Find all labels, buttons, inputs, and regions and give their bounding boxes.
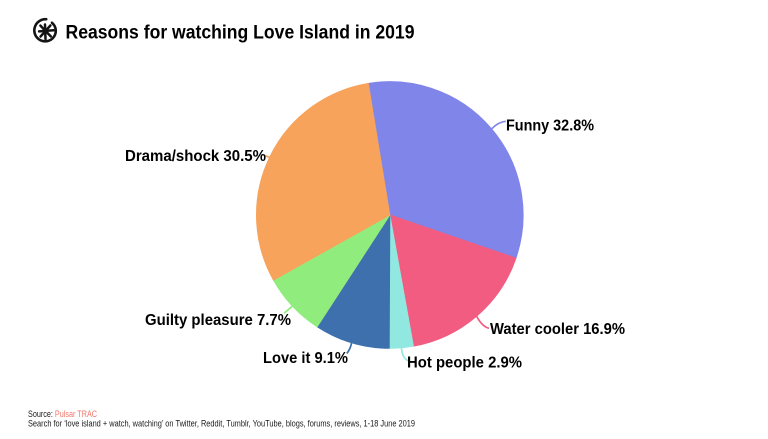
svg-text:Love it 9.1%: Love it 9.1% (263, 350, 348, 367)
svg-text:Reasons for watching Love Isla: Reasons for watching Love Island in 2019 (66, 22, 415, 43)
svg-text:Search for ‘love island + watc: Search for ‘love island + watch, watchin… (28, 419, 415, 429)
svg-text:Hot people 2.9%: Hot people 2.9% (407, 355, 522, 372)
svg-text:Source: Pulsar TRAC: Source: Pulsar TRAC (28, 409, 98, 419)
svg-text:Water cooler 16.9%: Water cooler 16.9% (490, 321, 625, 338)
svg-text:Guilty pleasure 7.7%: Guilty pleasure 7.7% (145, 312, 291, 329)
svg-text:Funny 32.8%: Funny 32.8% (506, 117, 594, 134)
svg-text:Drama/shock 30.5%: Drama/shock 30.5% (125, 148, 266, 165)
